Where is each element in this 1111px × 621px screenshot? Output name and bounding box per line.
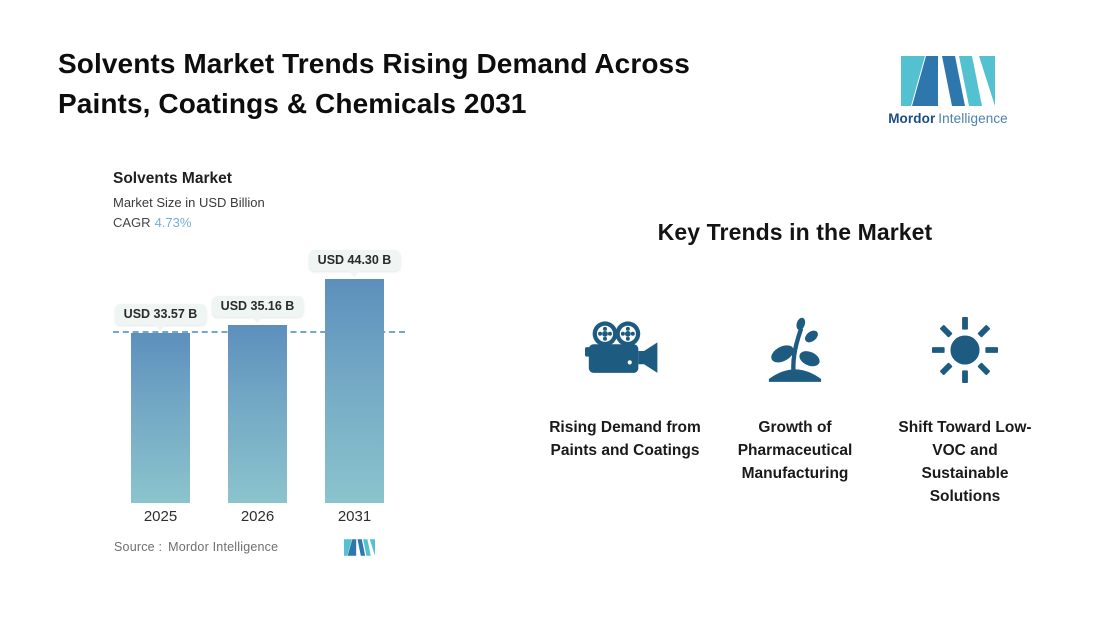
chart-subtitle: Market Size in USD Billion (113, 195, 265, 210)
trend-item-pharma: Growth of Pharmaceutical Manufacturing (710, 314, 880, 508)
x-axis-label: 2025 (143, 508, 178, 525)
sun-icon (880, 314, 1050, 386)
chart-source: Source : Mordor Intelligence (114, 540, 278, 554)
chart-title: Solvents Market (113, 170, 232, 187)
bar-value-tooltip: USD 35.16 B (211, 296, 304, 318)
bar-value-tooltip: USD 33.57 B (114, 304, 207, 326)
cagr-value: 4.73% (154, 215, 192, 230)
chart-cagr: CAGR 4.73% (113, 215, 265, 230)
trend-label: Rising Demand from Paints and Coatings (549, 419, 701, 459)
chart-plot: USD 33.57 B 2025 USD 35.16 B 2026 USD 44.30 … (113, 250, 405, 525)
brand-name: Mordor Intelligence (886, 111, 1010, 126)
key-trends-section: Key Trends in the Market Rising Demand f… (540, 219, 1050, 508)
key-trends-heading: Key Trends in the Market (657, 219, 933, 245)
x-axis-label: 2031 (337, 508, 372, 525)
trend-row: Rising Demand from Paints and Coatings G… (540, 314, 1050, 508)
bar-value-tooltip: USD 44.30 B (308, 250, 401, 271)
bar-2026 (228, 325, 287, 503)
bar-2031 (325, 279, 384, 503)
page-title-line1: Solvents Market Trends Rising Demand Acr… (58, 48, 690, 79)
brand-name-light: Intelligence (938, 111, 1008, 126)
plant-sprout-icon (710, 314, 880, 386)
trend-label: Growth of Pharmaceutical Manufacturing (737, 419, 853, 482)
page-title-line2: Paints, Coatings & Chemicals 2031 (58, 88, 527, 119)
x-axis-label: 2026 (240, 508, 275, 525)
video-camera-icon (540, 314, 710, 386)
bar-2025 (131, 333, 190, 503)
source-value: Mordor Intelligence (168, 540, 279, 554)
brand-logo: Mordor Intelligence (886, 56, 1010, 126)
mordor-intelligence-mini-logo-icon (344, 539, 375, 556)
chart-header: Solvents Market Market Size in USD Billi… (113, 170, 265, 230)
source-label: Source : (114, 540, 163, 554)
trend-label: Shift Toward Low-VOC and Sustainable Sol… (898, 419, 1032, 505)
page-title: Solvents Market Trends Rising Demand Acr… (58, 44, 838, 124)
mordor-intelligence-logo-icon (901, 56, 995, 106)
brand-name-bold: Mordor (888, 111, 936, 126)
trend-item-sustainable: Shift Toward Low-VOC and Sustainable Sol… (880, 314, 1050, 508)
trend-item-paints-coatings: Rising Demand from Paints and Coatings (540, 314, 710, 508)
cagr-label: CAGR (113, 215, 151, 230)
